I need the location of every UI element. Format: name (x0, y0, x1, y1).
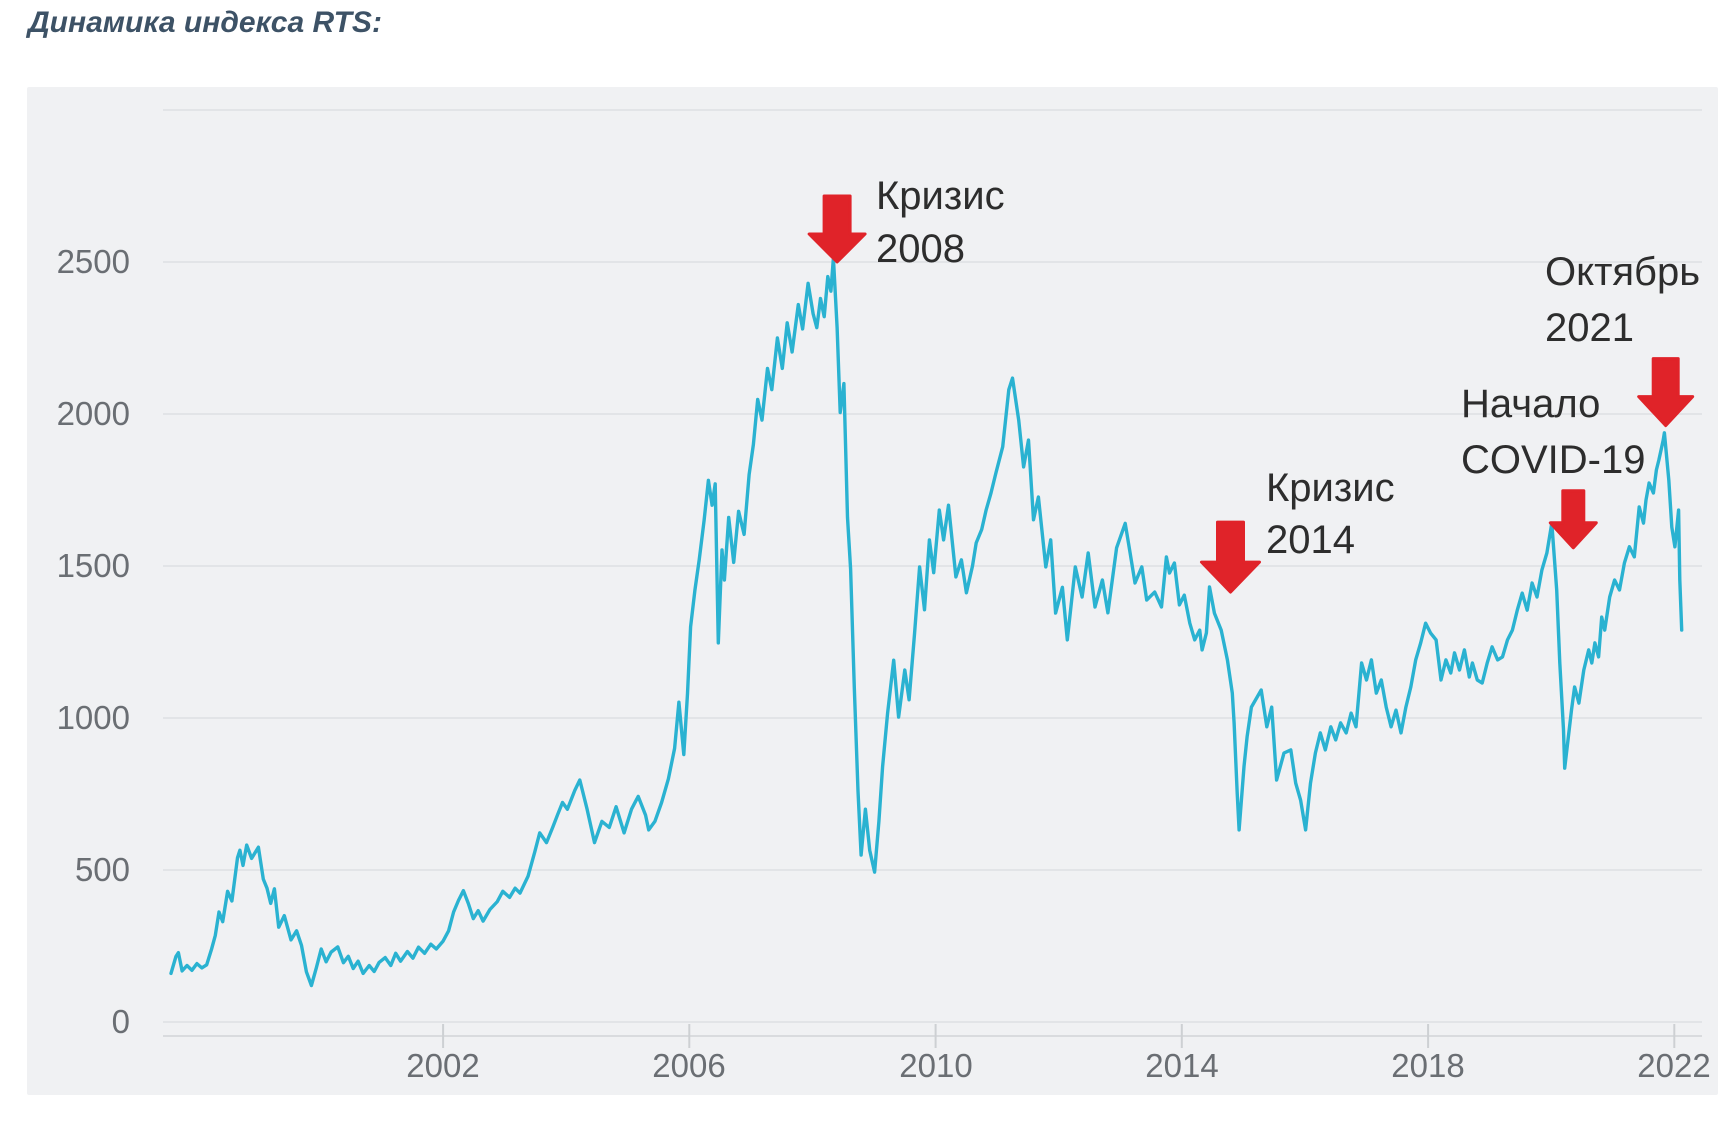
annotation-line: Начало (1461, 382, 1601, 426)
annotation-line: COVID-19 (1461, 438, 1646, 482)
y-axis-label-1500: 1500 (56, 547, 130, 584)
annotation-crisis-2014: Кризис 2014 (1266, 462, 1395, 566)
x-axis-label-2022: 2022 (1637, 1047, 1711, 1084)
x-axis-label-2006: 2006 (652, 1047, 726, 1084)
y-axis-label-0: 0 (111, 1003, 130, 1040)
annotation-arrows (807, 194, 1695, 594)
horizontal-gridlines (163, 109, 1702, 1023)
x-axis-label-2002: 2002 (406, 1047, 480, 1084)
rts-index-line (169, 256, 1684, 988)
annotation-line: 2008 (876, 227, 965, 271)
annotation-october-2021: Октябрь 2021 (1545, 244, 1700, 356)
page-title: Динамика индекса RTS: (28, 6, 382, 39)
y-axis-label-2000: 2000 (56, 395, 130, 432)
x-axis-label-2010: 2010 (899, 1047, 973, 1084)
annotation-line: 2014 (1266, 518, 1355, 562)
october-2021-arrow-down-icon (1637, 357, 1695, 428)
covid-19-arrow-down-icon (1548, 489, 1598, 550)
annotation-line: 2021 (1545, 306, 1634, 350)
annotation-line: Кризис (876, 174, 1005, 218)
y-axis-label-500: 500 (74, 851, 130, 888)
annotation-line: Кризис (1266, 466, 1395, 510)
crisis-2014-arrow-down-icon (1200, 520, 1261, 594)
x-axis-label-2018: 2018 (1391, 1047, 1465, 1084)
y-axis-label-2500: 2500 (56, 243, 130, 280)
annotation-line: Октябрь (1545, 250, 1701, 294)
annotation-covid-19-start: Начало COVID-19 (1461, 376, 1646, 488)
crisis-2008-arrow-down-icon (807, 194, 867, 264)
annotation-crisis-2008: Кризис 2008 (876, 170, 1005, 276)
x-axis-tick-marks (442, 1024, 1676, 1048)
y-axis-label-1000: 1000 (56, 699, 130, 736)
chart-panel (27, 87, 1718, 1095)
x-axis-label-2014: 2014 (1145, 1047, 1219, 1084)
